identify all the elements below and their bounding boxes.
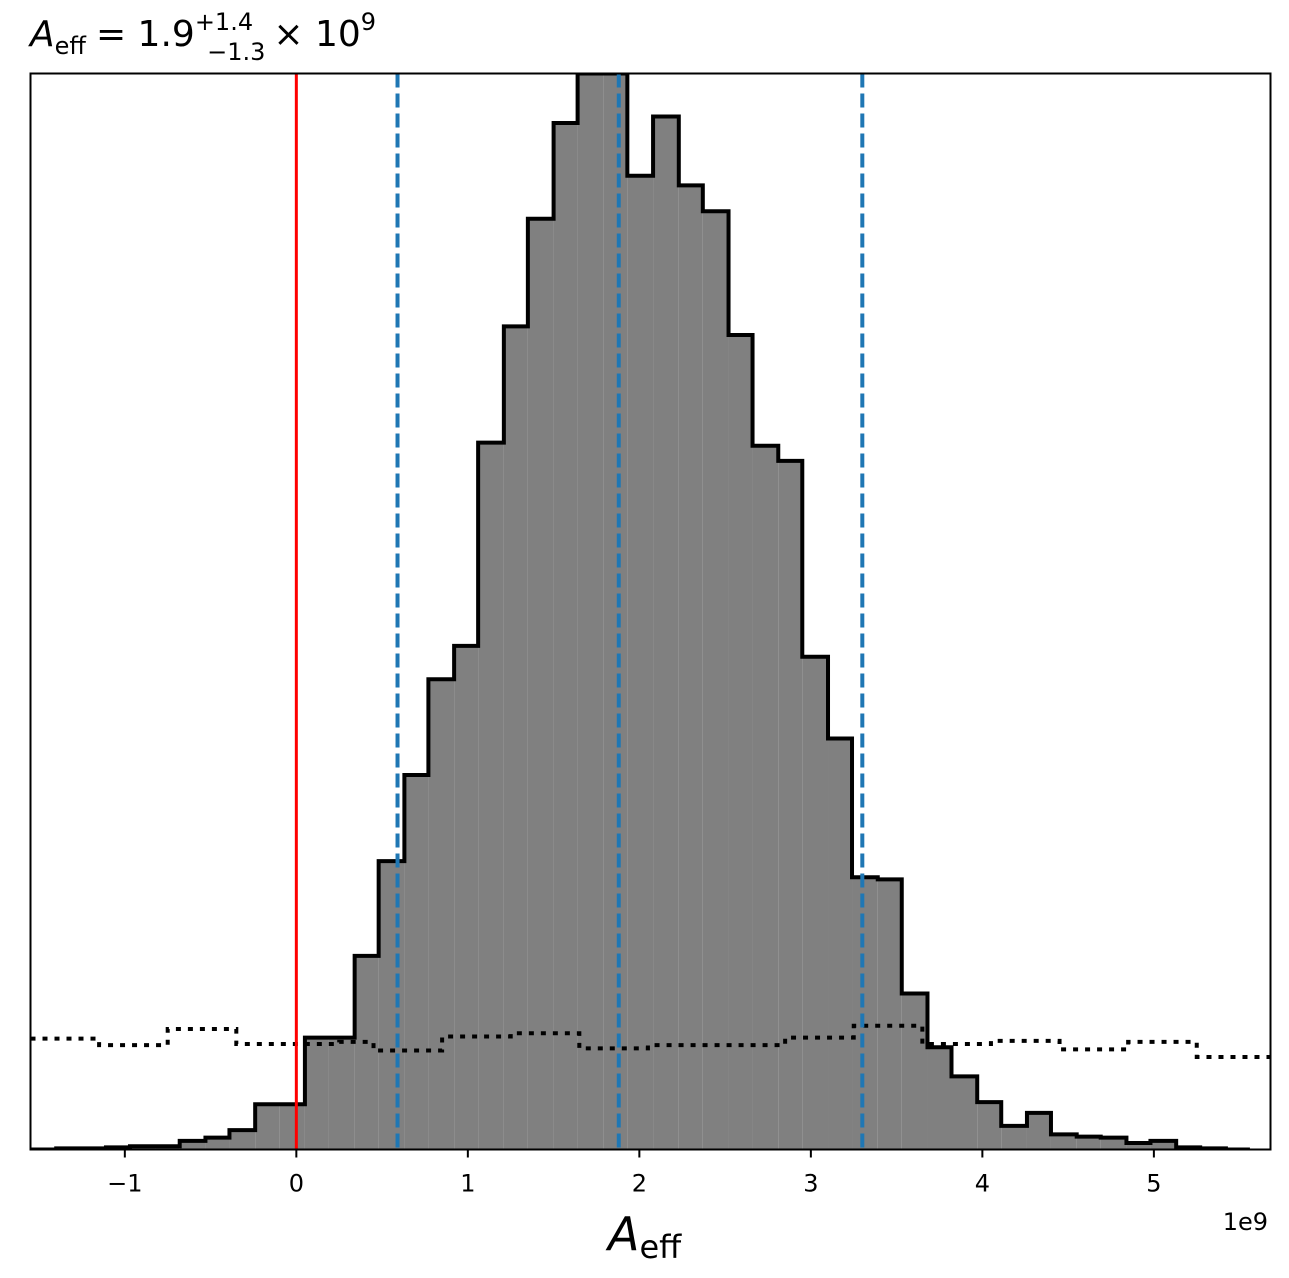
plot-area: [30, 73, 1271, 1150]
x-tick-label: 3: [803, 1170, 818, 1198]
title-symbol-subscript: eff: [55, 32, 87, 60]
histogram-bar: [1150, 1140, 1177, 1150]
axes-frame: [29, 72, 1272, 1151]
histogram-bar: [503, 326, 528, 1150]
histogram-bar: [1050, 1134, 1077, 1150]
x-tick-label: −1: [107, 1170, 142, 1198]
histogram-bar: [702, 211, 729, 1150]
x-offset-label: 1e9: [1223, 1208, 1268, 1236]
histogram-bar: [553, 122, 578, 1150]
title-times: × 10: [273, 14, 360, 55]
x-tick-label: 0: [289, 1170, 304, 1198]
x-tick-label: 1: [460, 1170, 475, 1198]
histogram-bar: [802, 656, 829, 1150]
x-tick-label: 2: [632, 1170, 647, 1198]
histogram-bar: [852, 877, 878, 1150]
histogram-bar: [828, 738, 853, 1150]
x-axis-label: Aeff: [605, 1207, 682, 1266]
title-subscript: −1.3: [207, 38, 265, 66]
prior-dotted-line: [30, 1023, 1271, 1059]
title-exponent: 9: [361, 8, 376, 36]
histogram-bar: [927, 1047, 952, 1150]
histogram-bar: [728, 334, 753, 1150]
histogram-bar: [1001, 1125, 1027, 1150]
histogram-bar: [304, 1037, 329, 1150]
histogram-bar: [1126, 1143, 1151, 1150]
histogram-bar: [577, 73, 604, 1150]
histogram-bar: [478, 442, 504, 1150]
histogram-bar: [255, 1104, 280, 1150]
histogram-bar: [354, 955, 379, 1150]
histogram-bar: [977, 1102, 1002, 1150]
histogram-bar: [279, 1104, 305, 1150]
histogram-bar: [752, 445, 779, 1150]
x-tick-label: 4: [975, 1170, 990, 1198]
plot-clip-group: [30, 73, 1271, 1150]
histogram-bar: [678, 185, 703, 1150]
title-symbol: A: [28, 14, 55, 55]
histogram-bar: [1076, 1136, 1101, 1150]
histogram-bar: [179, 1140, 206, 1150]
title-equals: = 1.9: [96, 14, 195, 55]
x-axis: −1 0 1 2 3 4 5: [107, 1149, 1162, 1198]
histogram-bar: [428, 679, 455, 1150]
histogram-bar: [378, 861, 405, 1150]
histogram-bar: [205, 1137, 230, 1150]
histogram-bar: [778, 460, 803, 1150]
histogram-bar: [627, 175, 654, 1150]
histogram-bar: [1026, 1112, 1051, 1150]
histogram-bar: [527, 218, 554, 1150]
x-tick-label: 5: [1146, 1170, 1161, 1198]
histogram-bar: [229, 1130, 256, 1150]
histogram-bar: [603, 73, 628, 1150]
histogram-bar: [454, 645, 479, 1150]
histogram-bar: [404, 775, 429, 1150]
histogram-bar: [877, 879, 902, 1150]
histogram-bar: [328, 1037, 355, 1150]
histogram-outline: [30, 73, 1250, 1150]
histogram-bar: [653, 116, 679, 1150]
title-superscript: +1.4: [195, 8, 253, 36]
histogram-bar: [1100, 1137, 1127, 1150]
xlabel-symbol: A: [605, 1207, 639, 1261]
chart-title: Aeff = 1.9+1.4 −1.3 × 109: [28, 8, 376, 66]
xlabel-subscript: eff: [639, 1228, 682, 1266]
histogram-bar: [951, 1076, 978, 1150]
histogram-bar: [901, 993, 928, 1150]
